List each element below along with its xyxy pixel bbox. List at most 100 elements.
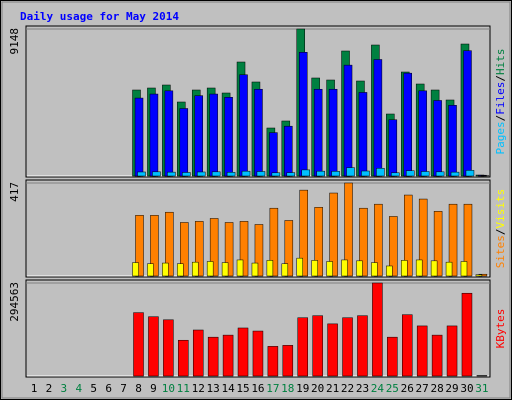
bar (401, 260, 408, 277)
bar (465, 170, 475, 177)
bar (192, 329, 204, 377)
x-tick-label: 1 (31, 382, 38, 395)
bar (358, 92, 368, 177)
bar (296, 257, 303, 277)
bar (420, 171, 430, 177)
bar (389, 216, 398, 277)
x-tick-label: 2 (46, 382, 53, 395)
bar (430, 260, 438, 277)
bar (435, 171, 445, 177)
bar (373, 59, 383, 177)
bar (191, 261, 199, 277)
bar (357, 315, 368, 377)
bar (371, 262, 378, 277)
x-tick-label: 7 (120, 382, 127, 395)
bar (241, 170, 251, 177)
bar (342, 317, 353, 377)
bar (137, 171, 146, 177)
bar (329, 192, 338, 277)
legend-separator: / (494, 115, 507, 122)
bar (475, 274, 483, 277)
bar (286, 172, 296, 177)
bar (346, 167, 355, 177)
bar (194, 221, 204, 277)
bar (448, 105, 457, 177)
legend: Sites/Visits (494, 189, 507, 269)
bar (239, 74, 248, 177)
x-tick-label: 20 (311, 382, 324, 395)
bar (282, 345, 294, 377)
bar (406, 170, 415, 177)
x-tick-label: 22 (341, 382, 354, 395)
x-tick-label: 15 (236, 382, 249, 395)
bar (387, 336, 398, 377)
x-tick-label: 9 (150, 382, 157, 395)
bar (266, 260, 274, 277)
bar (386, 265, 393, 277)
bar (313, 88, 323, 177)
bar (281, 263, 289, 277)
x-tick-label: 5 (90, 382, 97, 395)
x-tick-label: 8 (135, 382, 142, 395)
bar (256, 171, 266, 177)
bar (222, 334, 234, 377)
bar (239, 221, 249, 277)
bar (416, 325, 428, 377)
bar (165, 211, 174, 277)
x-tick-label: 21 (326, 382, 339, 395)
x-tick-label: 3 (61, 382, 68, 395)
x-tick-label: 14 (221, 382, 235, 395)
bar (450, 171, 460, 177)
bar (254, 224, 264, 277)
bar (327, 323, 338, 377)
bar (182, 172, 191, 177)
legend-entry: Files (494, 82, 507, 115)
bar (433, 100, 442, 177)
bar (301, 169, 310, 177)
bar (148, 316, 159, 377)
legend-entry: Pages (494, 121, 507, 154)
bar (163, 319, 174, 377)
bar (251, 262, 259, 277)
bar (403, 72, 412, 177)
bar (463, 203, 473, 277)
bar (164, 90, 174, 177)
x-tick-label: 6 (105, 382, 112, 395)
bar (252, 330, 264, 377)
bar (299, 189, 308, 277)
x-tick-label: 19 (296, 382, 309, 395)
panel (25, 279, 491, 378)
legend: Pages/Files/Hits (494, 49, 507, 155)
bar (209, 93, 218, 177)
x-tick-label: 12 (192, 382, 205, 395)
bar (448, 203, 458, 277)
legend-separator: / (494, 75, 507, 82)
bar (445, 261, 453, 277)
y-tick-label: 417 (8, 182, 21, 202)
bar (149, 93, 159, 177)
bar (179, 108, 189, 177)
bar (162, 262, 169, 277)
bar (418, 198, 428, 277)
x-tick-label: 16 (251, 382, 264, 395)
bar (224, 97, 233, 177)
bar (221, 262, 229, 277)
bar (178, 339, 189, 377)
bar (267, 346, 279, 377)
x-tick-label: 29 (445, 382, 458, 395)
bar (326, 261, 333, 277)
bar (463, 50, 472, 177)
bar (359, 207, 368, 277)
bar (284, 220, 294, 277)
bar (209, 218, 219, 277)
bar (312, 315, 323, 377)
legend: KBytes (494, 309, 507, 349)
x-tick-label: 31 (475, 382, 488, 395)
bar (361, 170, 370, 177)
bar (331, 171, 340, 177)
bar (404, 194, 413, 277)
bar (152, 171, 161, 177)
bar (269, 132, 278, 177)
